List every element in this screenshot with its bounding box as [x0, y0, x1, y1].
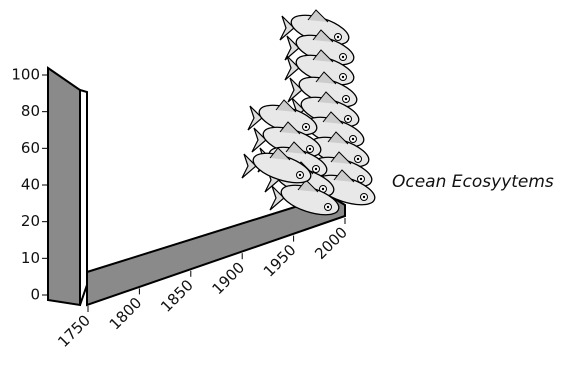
x-tick-label: 2000 [311, 223, 351, 263]
fish-pupil [327, 206, 329, 208]
x-tick-label: 1950 [260, 241, 300, 281]
left-wall [48, 68, 87, 305]
fish-pupil [347, 118, 349, 120]
fish-pupil [342, 56, 344, 58]
fish-pupil [322, 188, 324, 190]
x-tick-label: 1750 [54, 311, 94, 351]
y-tick-label: 40 [21, 176, 40, 194]
fish-pupil [299, 174, 301, 176]
chart: Ocean Ecosyytems 0 10 20 40 60 80 100 1750 1800 1… [0, 0, 569, 371]
y-tick-label: 20 [21, 212, 40, 230]
fish-pupil [315, 168, 317, 170]
x-tick-label: 1900 [208, 258, 248, 298]
annotation: Ocean Ecosyytems [392, 172, 554, 192]
y-tick-label: 60 [21, 139, 40, 157]
x-tick-label: 1800 [106, 294, 146, 334]
fish-pupil [305, 126, 307, 128]
fish-pupil [345, 98, 347, 100]
y-tick-label: 0 [30, 286, 40, 304]
fish-pupil [352, 138, 354, 140]
fish-pupil [337, 36, 339, 38]
fish-fin [308, 10, 328, 22]
y-tick-label: 100 [11, 66, 40, 84]
fish-pupil [309, 148, 311, 150]
fish-pupil [360, 178, 362, 180]
y-tick-label: 10 [21, 249, 40, 267]
fish-pupil [363, 196, 365, 198]
fish-pupil [342, 76, 344, 78]
fish-stack [242, 9, 378, 220]
fish-pupil [357, 158, 359, 160]
x-tick-label: 1850 [157, 276, 197, 316]
y-tick-label: 80 [21, 102, 40, 120]
